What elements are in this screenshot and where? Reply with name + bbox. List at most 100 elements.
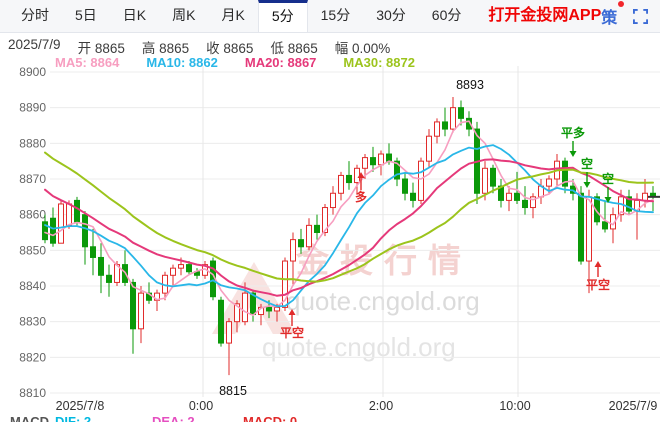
candle-body (242, 292, 248, 323)
candle-body (362, 157, 368, 169)
candle-body (266, 306, 272, 312)
candle-body (410, 192, 416, 201)
ma-legend-item-0: MA5: 8864 (55, 55, 120, 70)
y-tick-label: 8860 (19, 208, 46, 222)
x-tick-label: 2025/7/8 (56, 399, 105, 413)
y-tick-label: 8870 (19, 172, 46, 186)
candle-body (106, 274, 112, 283)
candle-body (394, 160, 400, 180)
tab-5日[interactable]: 5日 (75, 7, 97, 23)
quote-date: 2025/7/9 (8, 37, 61, 52)
y-tick-label: 8810 (19, 386, 46, 400)
candle-body (442, 121, 448, 130)
signal-arrow-head (604, 197, 612, 203)
candle-body (418, 160, 424, 201)
tab-30分[interactable]: 30分 (376, 7, 406, 23)
ma-line-MA30 (44, 151, 654, 283)
candle-body (74, 199, 80, 223)
top-tab-bar: 分时 5日 日K 周K 月K 5分 15分 30分 60分 打开金投网APP 策 ⋮ (0, 0, 660, 33)
ohlc-field-幅: 幅 0.00% (334, 41, 391, 56)
candle-body (378, 153, 384, 166)
candle-body (58, 203, 64, 244)
ma-legend-item-1: MA10: 8862 (146, 55, 218, 70)
y-tick-label: 8850 (19, 243, 46, 257)
candle-body (42, 221, 48, 241)
ma-line-MA10 (44, 144, 654, 308)
candle-body (386, 153, 392, 162)
candle-body (314, 224, 320, 234)
low-price-label: 8815 (219, 384, 247, 398)
candle-body (178, 264, 184, 269)
tab-15分[interactable]: 15分 (320, 7, 351, 23)
candle-body (298, 239, 304, 248)
candle-body (354, 167, 360, 184)
ohlc-field-高: 高 8865 (141, 41, 190, 56)
candle-body (450, 107, 456, 130)
signal-label-2: 平多 (561, 125, 585, 140)
candle-body (530, 196, 536, 209)
candle-body (82, 214, 88, 248)
x-tick-label: 2025/7/9 (609, 399, 658, 413)
strategy-badge[interactable]: 策 (601, 1, 625, 28)
candle-body (282, 260, 288, 308)
signal-arrow-head (357, 172, 365, 178)
tab-周K[interactable]: 周K (172, 7, 196, 23)
ohlc-field-开: 开 8865 (77, 41, 125, 56)
y-tick-label: 8900 (19, 65, 46, 79)
tab-5分[interactable]: 5分 (257, 0, 308, 32)
tab-bar: 分时 5日 日K 周K 月K 5分 15分 30分 60分 (0, 0, 474, 32)
y-tick-label: 8830 (19, 315, 46, 329)
high-price-label: 8893 (456, 78, 484, 92)
candle-body (290, 239, 296, 262)
ohlc-field-低: 低 8865 (270, 41, 318, 56)
x-tick-label: 10:00 (499, 399, 530, 413)
candle-body (402, 178, 408, 194)
tab-分时[interactable]: 分时 (21, 7, 49, 23)
candle-body (466, 117, 472, 130)
candle-body (90, 246, 96, 258)
tab-月K[interactable]: 月K (221, 7, 245, 23)
ma-line-MA5 (44, 120, 654, 317)
candle-body (330, 192, 336, 209)
candle-body (458, 107, 464, 119)
macd-item-2: MACD: 0 (243, 414, 298, 422)
candle-body (66, 203, 72, 226)
candle-body (490, 167, 496, 187)
candle-body (346, 174, 352, 184)
notification-dot (618, 1, 625, 7)
signal-arrow-head (569, 151, 577, 157)
candle-body (186, 264, 192, 273)
candle-body (562, 160, 568, 187)
candle-body (98, 256, 104, 276)
candle-body (138, 292, 144, 330)
tab-日K[interactable]: 日K (122, 7, 147, 23)
ma-legend-item-3: MA30: 8872 (343, 55, 415, 70)
candle-body (426, 135, 432, 162)
candle-body (546, 178, 552, 187)
x-tick-label: 0:00 (189, 399, 213, 413)
candle-body (642, 192, 648, 201)
candle-body (322, 207, 328, 234)
y-tick-label: 8840 (19, 279, 46, 293)
candle-body (226, 321, 232, 344)
tab-60分[interactable]: 60分 (431, 7, 462, 23)
candle-body (170, 267, 176, 276)
open-app-link[interactable]: 打开金投网APP (488, 7, 602, 24)
signal-arrow-head (583, 182, 591, 188)
y-tick-label: 8820 (19, 350, 46, 364)
signal-label-3: 空 (581, 156, 593, 171)
signal-arrow-head (594, 261, 602, 267)
candle-body (50, 217, 56, 244)
candle-body (218, 299, 224, 344)
ma-legend: MA5: 8864 MA10: 8862 MA20: 8867 MA30: 8872 (55, 55, 415, 70)
signal-label-1: 平空 (280, 325, 304, 340)
signal-label-5: 平空 (586, 277, 610, 292)
candle-body (306, 224, 312, 248)
indicator-label[interactable]: MACD (10, 414, 49, 422)
candle-body (506, 192, 512, 201)
y-tick-label: 8880 (19, 136, 46, 150)
fullscreen-icon[interactable] (633, 8, 649, 24)
candle-body (130, 281, 136, 330)
